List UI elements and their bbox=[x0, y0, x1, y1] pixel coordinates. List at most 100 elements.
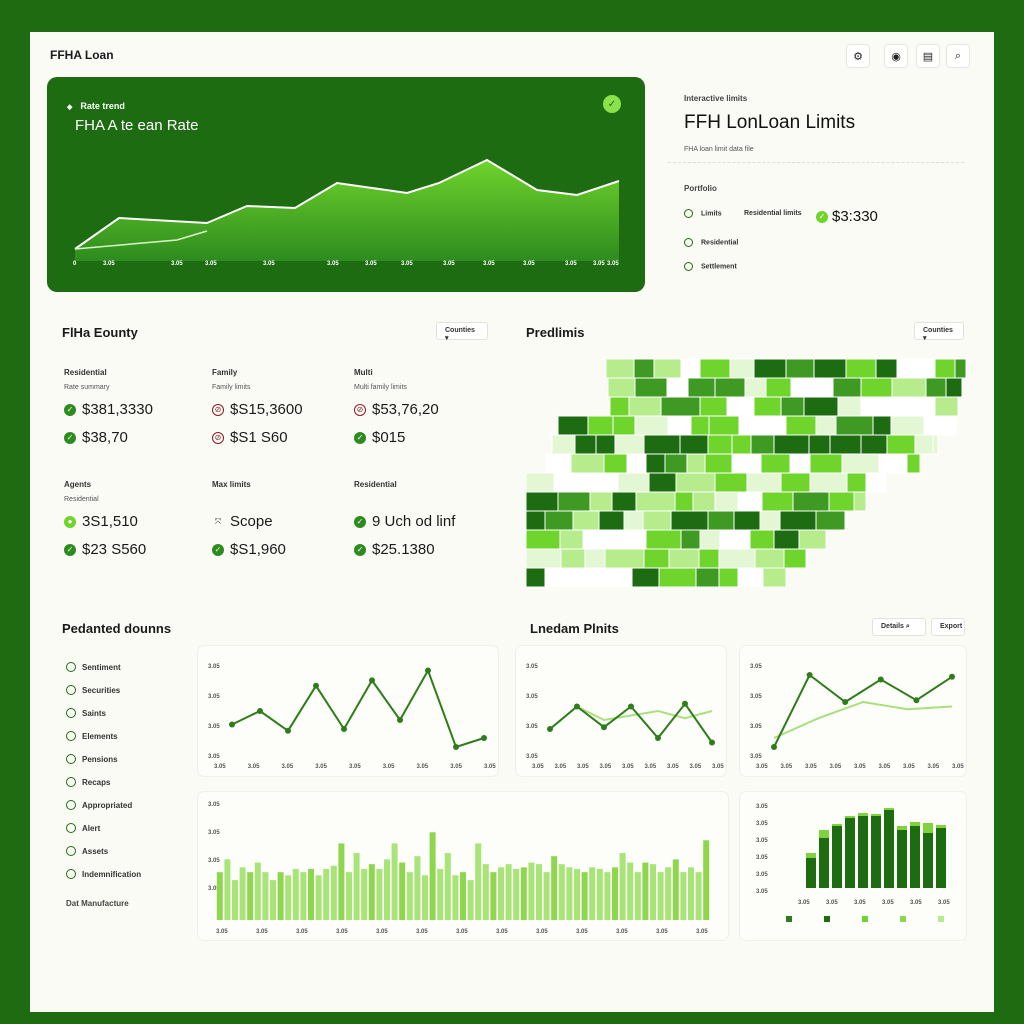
bar-segment[interactable] bbox=[819, 830, 829, 838]
bar[interactable] bbox=[399, 862, 406, 920]
county-region[interactable] bbox=[698, 548, 720, 569]
county-region[interactable] bbox=[707, 434, 733, 455]
bar[interactable] bbox=[596, 868, 603, 920]
data-point[interactable] bbox=[806, 672, 813, 678]
data-point[interactable] bbox=[425, 667, 431, 674]
county-region[interactable] bbox=[934, 358, 956, 379]
county-region[interactable] bbox=[746, 472, 782, 493]
bar[interactable] bbox=[695, 872, 702, 920]
county-region[interactable] bbox=[809, 377, 834, 398]
bar[interactable] bbox=[315, 875, 322, 920]
limits-row-1[interactable]: Limits bbox=[684, 209, 722, 218]
bar[interactable] bbox=[338, 843, 345, 920]
bar[interactable] bbox=[619, 853, 626, 920]
county-region[interactable] bbox=[738, 415, 759, 436]
county-region[interactable] bbox=[886, 434, 916, 455]
county-region[interactable] bbox=[865, 472, 887, 493]
bar-segment[interactable] bbox=[910, 822, 920, 826]
bar[interactable] bbox=[277, 872, 284, 920]
limits-row-2[interactable]: Residential bbox=[684, 238, 738, 247]
county-region[interactable] bbox=[668, 548, 700, 569]
county-region[interactable] bbox=[526, 548, 562, 569]
county-region[interactable] bbox=[744, 377, 767, 398]
county-region[interactable] bbox=[572, 510, 600, 531]
county-region[interactable] bbox=[645, 529, 682, 550]
county-region[interactable] bbox=[692, 491, 716, 512]
county-region[interactable] bbox=[551, 434, 576, 455]
bar[interactable] bbox=[703, 840, 710, 920]
bar[interactable] bbox=[224, 859, 231, 920]
county-region[interactable] bbox=[587, 415, 614, 436]
bar[interactable] bbox=[232, 880, 238, 920]
bar[interactable] bbox=[444, 853, 451, 920]
county-region[interactable] bbox=[664, 453, 688, 474]
county-region[interactable] bbox=[687, 377, 716, 398]
county-region[interactable] bbox=[642, 510, 672, 531]
county-region[interactable] bbox=[803, 396, 839, 417]
data-point[interactable] bbox=[655, 735, 661, 741]
bar[interactable] bbox=[528, 862, 535, 920]
county-region[interactable] bbox=[679, 434, 709, 455]
county-region[interactable] bbox=[792, 491, 830, 512]
county-region[interactable] bbox=[595, 434, 616, 455]
county-region[interactable] bbox=[553, 472, 590, 493]
county-region[interactable] bbox=[658, 567, 697, 587]
county-region[interactable] bbox=[635, 491, 676, 512]
bar[interactable] bbox=[832, 826, 842, 888]
bar[interactable] bbox=[254, 862, 261, 920]
bar[interactable] bbox=[437, 868, 444, 920]
county-region[interactable] bbox=[845, 358, 877, 379]
county-region[interactable] bbox=[753, 396, 782, 417]
county-region[interactable] bbox=[737, 567, 764, 587]
county-region[interactable] bbox=[675, 472, 716, 493]
county-region[interactable] bbox=[643, 434, 681, 455]
bar-segment[interactable] bbox=[806, 853, 816, 858]
county-region[interactable] bbox=[780, 472, 811, 493]
county-region[interactable] bbox=[846, 472, 867, 493]
data-point[interactable] bbox=[453, 744, 459, 750]
county-region[interactable] bbox=[754, 548, 785, 569]
county-region[interactable] bbox=[667, 415, 692, 436]
county-region[interactable] bbox=[653, 358, 682, 379]
county-region[interactable] bbox=[626, 453, 647, 474]
county-region[interactable] bbox=[779, 510, 817, 531]
data-point[interactable] bbox=[709, 739, 715, 746]
county-region[interactable] bbox=[789, 453, 811, 474]
county-region[interactable] bbox=[718, 567, 739, 587]
county-region[interactable] bbox=[633, 358, 655, 379]
county-region[interactable] bbox=[526, 491, 559, 512]
bar[interactable] bbox=[422, 875, 428, 920]
bar[interactable] bbox=[845, 818, 855, 888]
county-region[interactable] bbox=[714, 472, 748, 493]
trends-sidebar-item[interactable]: Recaps bbox=[66, 777, 110, 787]
county-region[interactable] bbox=[704, 453, 733, 474]
county-region[interactable] bbox=[670, 510, 709, 531]
bar[interactable] bbox=[330, 865, 337, 920]
trends-sidebar-item[interactable]: Securities bbox=[66, 685, 120, 695]
county-region[interactable] bbox=[760, 453, 791, 474]
county-region[interactable] bbox=[557, 491, 591, 512]
bar[interactable] bbox=[558, 864, 565, 920]
county-region[interactable] bbox=[815, 415, 837, 436]
county-region[interactable] bbox=[829, 434, 862, 455]
county-region[interactable] bbox=[634, 415, 669, 436]
bar[interactable] bbox=[688, 867, 694, 920]
county-region[interactable] bbox=[813, 358, 847, 379]
county-region[interactable] bbox=[753, 358, 787, 379]
trends-sidebar-item[interactable]: Elements bbox=[66, 731, 118, 741]
county-region[interactable] bbox=[611, 491, 637, 512]
county-region[interactable] bbox=[660, 396, 701, 417]
data-point[interactable] bbox=[341, 726, 347, 732]
county-region[interactable] bbox=[853, 491, 867, 512]
bar[interactable] bbox=[475, 843, 482, 920]
county-region[interactable] bbox=[934, 396, 959, 417]
county-region[interactable] bbox=[526, 472, 555, 493]
bar-segment[interactable] bbox=[923, 823, 933, 833]
county-region[interactable] bbox=[809, 472, 848, 493]
county-region[interactable] bbox=[783, 548, 807, 569]
bar[interactable] bbox=[323, 868, 330, 920]
county-region[interactable] bbox=[729, 358, 755, 379]
data-point[interactable] bbox=[949, 673, 955, 680]
county-region[interactable] bbox=[604, 548, 645, 569]
data-point[interactable] bbox=[574, 703, 580, 710]
